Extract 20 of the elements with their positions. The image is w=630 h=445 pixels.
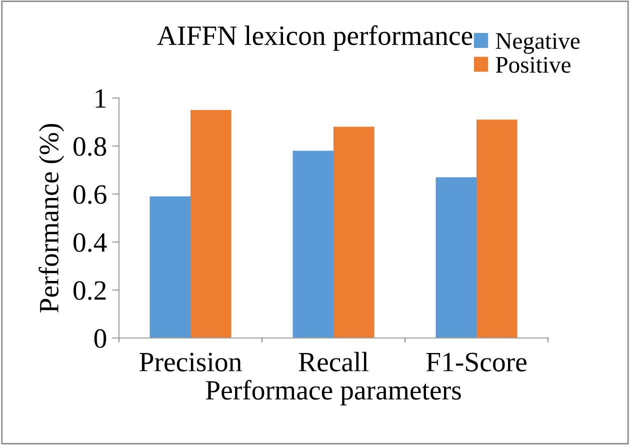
x-tick-label: F1-Score	[426, 352, 526, 372]
bar	[436, 177, 476, 338]
x-tick-label: Recall	[298, 352, 368, 372]
bar	[150, 196, 190, 338]
bar	[190, 110, 232, 338]
y-axis-title: Performance (%)	[38, 124, 64, 312]
legend-label: Negative	[496, 33, 580, 54]
x-tick-label: Precision	[140, 352, 242, 372]
y-tick-label: 1	[96, 89, 106, 108]
x-axis-title: Performace parameters	[206, 380, 461, 406]
y-tick-label: 0	[94, 329, 106, 348]
chart-title: AIFFN lexicon performance	[157, 25, 472, 51]
bar	[476, 120, 518, 338]
y-tick-label: 0.4	[74, 233, 107, 252]
legend-label: Positive	[496, 56, 570, 73]
y-tick-label: 0.8	[74, 137, 106, 156]
bar	[292, 150, 334, 338]
y-tick-label: 0.6	[74, 185, 106, 204]
y-tick-label: 0.2	[74, 281, 106, 300]
bar	[334, 126, 374, 338]
